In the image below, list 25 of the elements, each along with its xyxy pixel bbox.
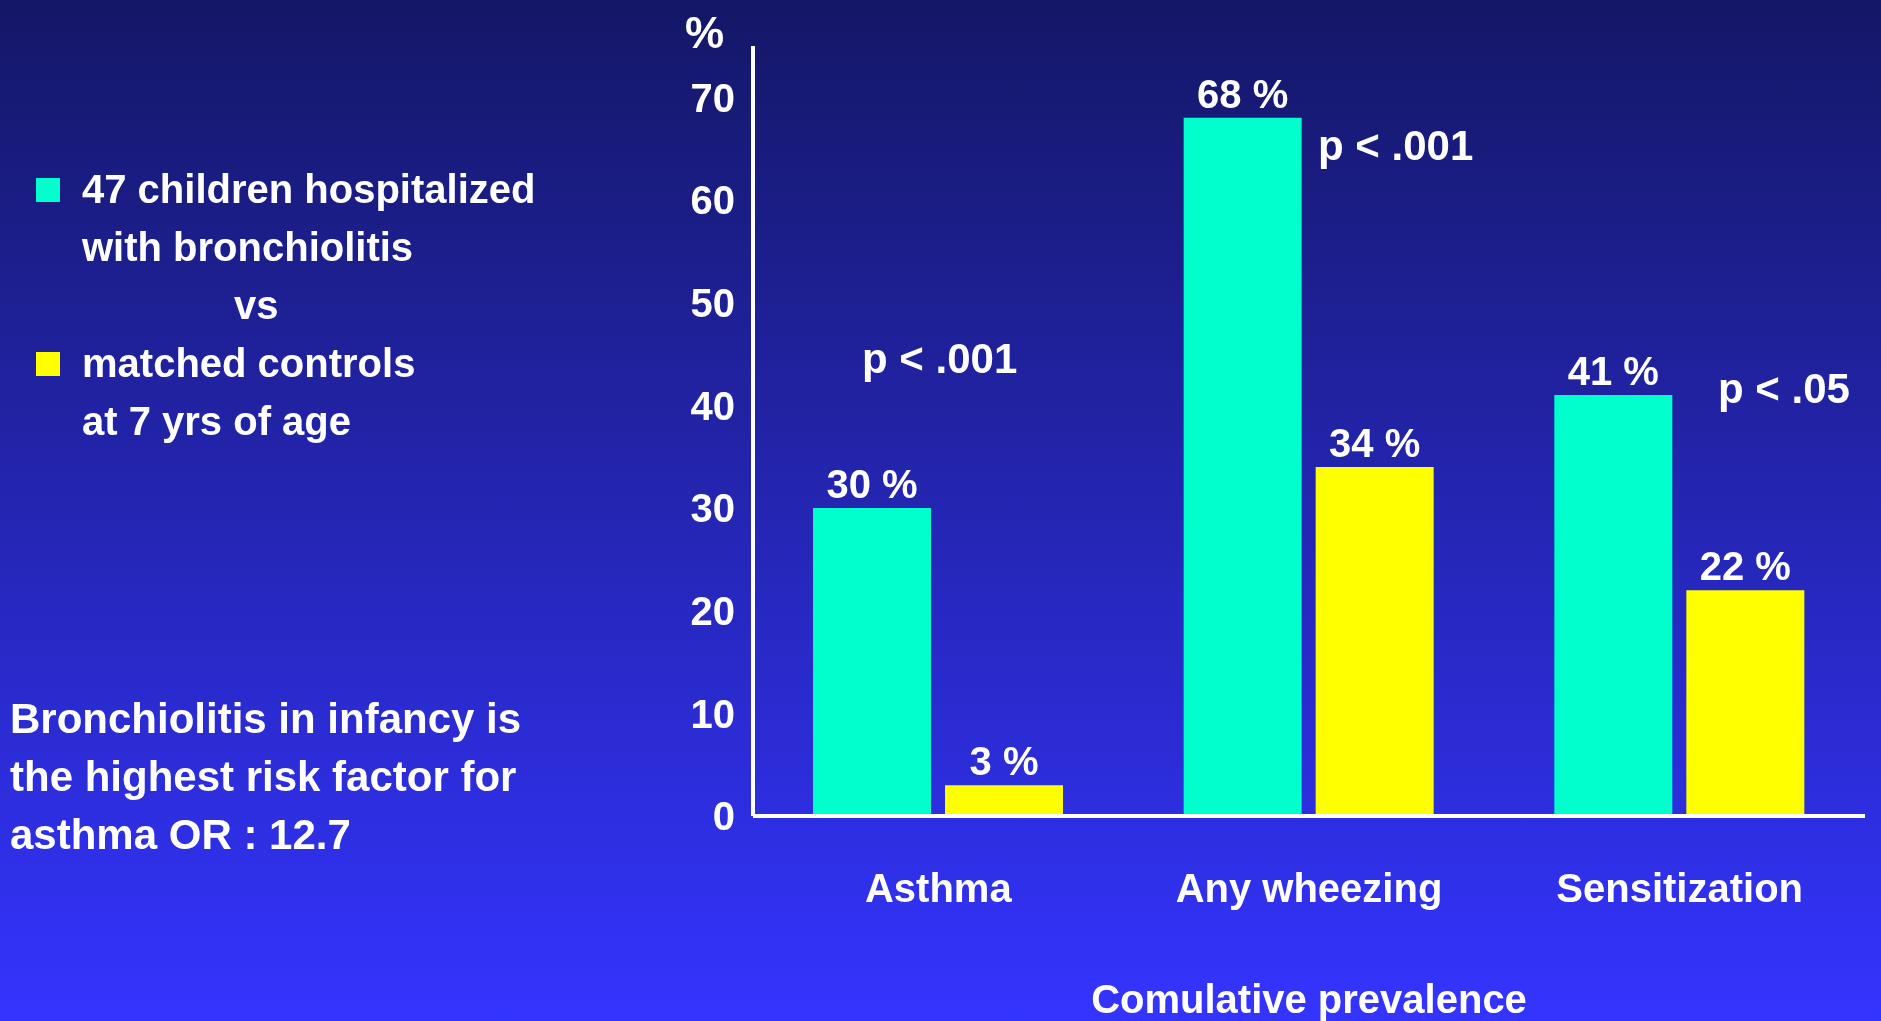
data-label: 34 % [1329,420,1421,465]
y-tick-label: 20 [690,588,735,633]
data-label: 22 % [1699,544,1791,589]
data-label: 30 % [826,462,918,506]
y-tick-label: 0 [712,794,735,839]
y-tick-label: 70 [690,75,735,120]
y-tick-label: 10 [690,691,735,736]
annotation: p < .001 [862,335,1018,383]
annotation: p < .001 [1318,122,1474,170]
x-tick-label: Asthma [864,866,1013,911]
y-tick-label: 60 [690,178,735,223]
x-tick-label: Sensitization [1556,866,1804,911]
data-label: 3 % [969,739,1039,784]
y-tick-label: 30 [690,486,735,531]
annotation: p < .05 [1718,365,1850,413]
x-tick-label: Any wheezing [1175,866,1443,911]
data-label: 41 % [1567,349,1659,394]
y-axis-title: % [685,8,725,58]
y-tick-label: 40 [690,383,735,428]
data-label: 68 % [1197,71,1289,116]
legend-label: matched controls at 7 yrs of age [82,340,417,445]
text: vs [233,282,280,329]
x-axis-title: Comulative prevalence [1091,977,1527,1021]
text: Bronchiolitis in infancy is the highest risk factor for asthma OR : 12.7 [10,694,523,860]
y-tick-label: 50 [690,280,735,325]
